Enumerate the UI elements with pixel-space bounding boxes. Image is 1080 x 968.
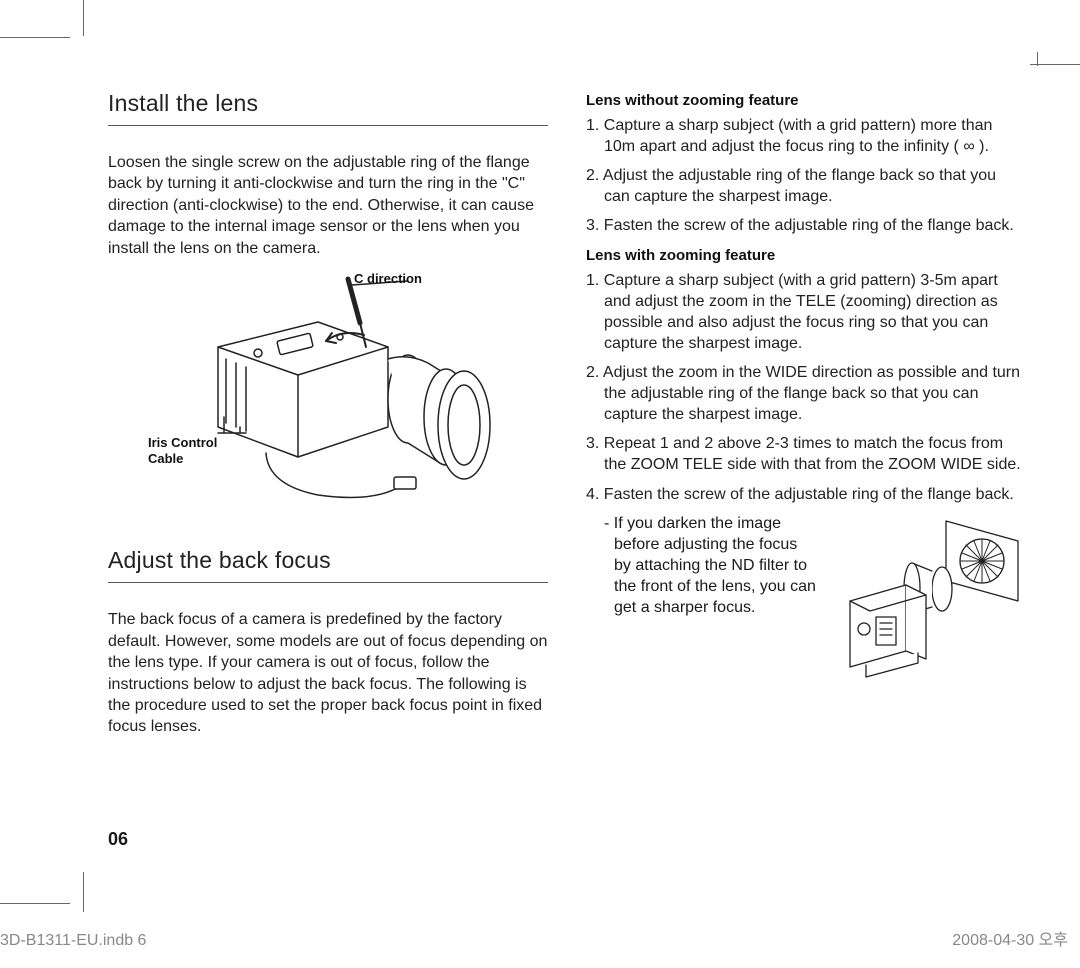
list-item: 3. Repeat 1 and 2 above 2-3 times to mat…	[586, 433, 1026, 475]
paragraph-adjust: The back focus of a camera is predefined…	[108, 609, 548, 738]
note-block: - If you darken the image before adjusti…	[586, 513, 1026, 619]
figure-camera-lens: C direction Iris Control Cable	[108, 267, 548, 527]
list-item: 3. Fasten the screw of the adjustable ri…	[586, 215, 1026, 236]
crop-mark	[1037, 52, 1038, 66]
heading-adjust-back-focus: Adjust the back focus	[108, 547, 548, 583]
footer-filename: 3D-B1311-EU.indb 6	[0, 932, 146, 950]
crop-mark	[70, 872, 84, 912]
camera-illustration-icon	[108, 267, 548, 527]
heading-install-lens: Install the lens	[108, 90, 548, 126]
figure-nd-filter	[826, 513, 1026, 683]
page-number: 06	[108, 829, 128, 850]
page-content: Install the lens Loosen the single screw…	[108, 90, 1048, 850]
list-no-zoom: 1. Capture a sharp subject (with a grid …	[586, 115, 1026, 237]
list-item: 4. Fasten the screw of the adjustable ri…	[586, 484, 1026, 505]
figure-label-iris-1: Iris Control	[148, 435, 217, 450]
figure-label-c-direction: C direction	[354, 271, 422, 286]
crop-mark	[0, 903, 70, 904]
subhead-no-zoom: Lens without zooming feature	[586, 92, 1026, 109]
list-item: 2. Adjust the adjustable ring of the fla…	[586, 165, 1026, 207]
paragraph-install: Loosen the single screw on the adjustabl…	[108, 152, 548, 259]
crop-mark	[70, 0, 84, 36]
list-item: 1. Capture a sharp subject (with a grid …	[586, 115, 1026, 157]
figure-label-iris-2: Cable	[148, 451, 183, 466]
list-item: 2. Adjust the zoom in the WIDE direction…	[586, 362, 1026, 425]
list-zoom: 1. Capture a sharp subject (with a grid …	[586, 270, 1026, 505]
footer-timestamp: 2008-04-30 오후	[952, 926, 1068, 950]
right-column: Lens without zooming feature 1. Capture …	[586, 90, 1026, 850]
left-column: Install the lens Loosen the single screw…	[108, 90, 548, 850]
list-item: 1. Capture a sharp subject (with a grid …	[586, 270, 1026, 354]
crop-mark	[0, 28, 70, 38]
subhead-zoom: Lens with zooming feature	[586, 247, 1026, 264]
nd-filter-illustration-icon	[826, 513, 1026, 683]
